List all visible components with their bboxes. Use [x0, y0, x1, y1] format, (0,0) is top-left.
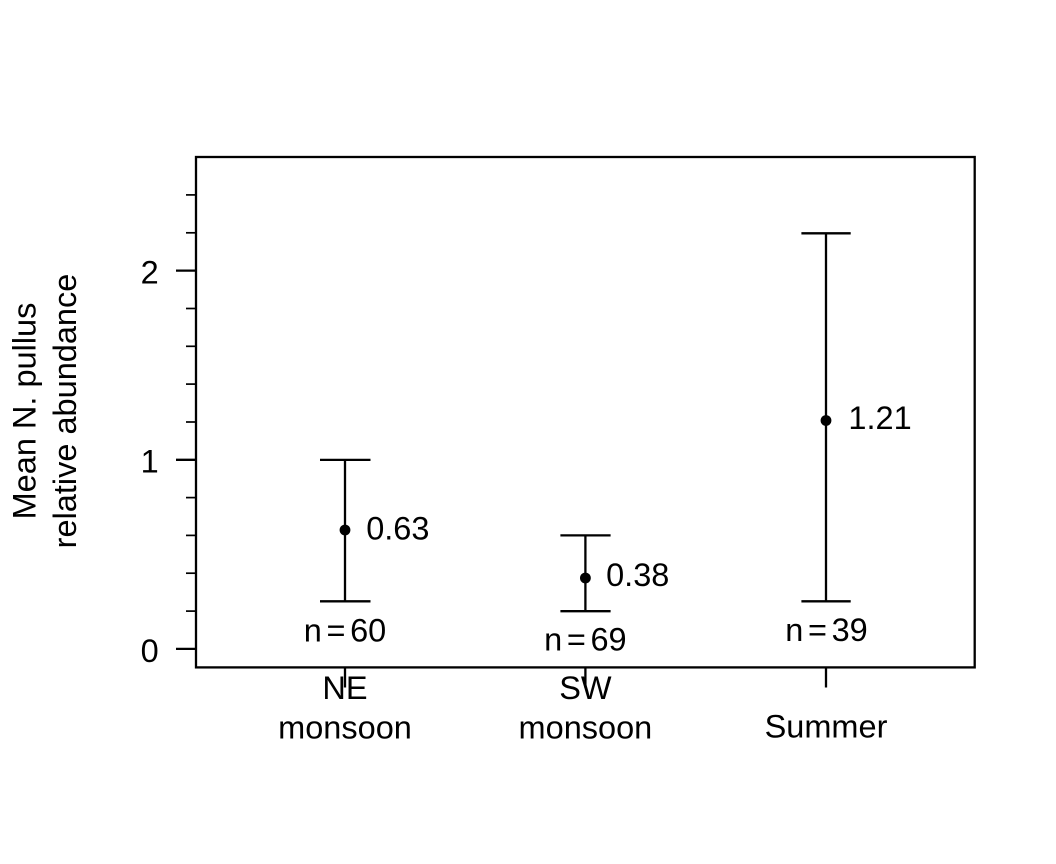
svg-text:0: 0 [141, 633, 159, 669]
svg-text:1: 1 [141, 444, 159, 480]
svg-text:n = 60: n = 60 [304, 612, 386, 648]
svg-text:Summer: Summer [765, 709, 888, 745]
svg-text:monsoon: monsoon [519, 710, 653, 746]
svg-text:1.21: 1.21 [848, 400, 911, 436]
svg-text:Mean N. pullus: Mean N. pullus [7, 303, 43, 520]
svg-text:relative abundance: relative abundance [47, 274, 83, 549]
svg-text:2: 2 [141, 255, 159, 291]
svg-text:SW: SW [559, 670, 612, 706]
svg-text:monsoon: monsoon [278, 710, 412, 746]
svg-text:0.38: 0.38 [606, 557, 669, 593]
svg-text:n = 39: n = 39 [785, 612, 867, 648]
svg-text:NE: NE [322, 670, 367, 706]
svg-text:0.63: 0.63 [366, 511, 429, 547]
svg-text:n = 69: n = 69 [544, 621, 626, 657]
